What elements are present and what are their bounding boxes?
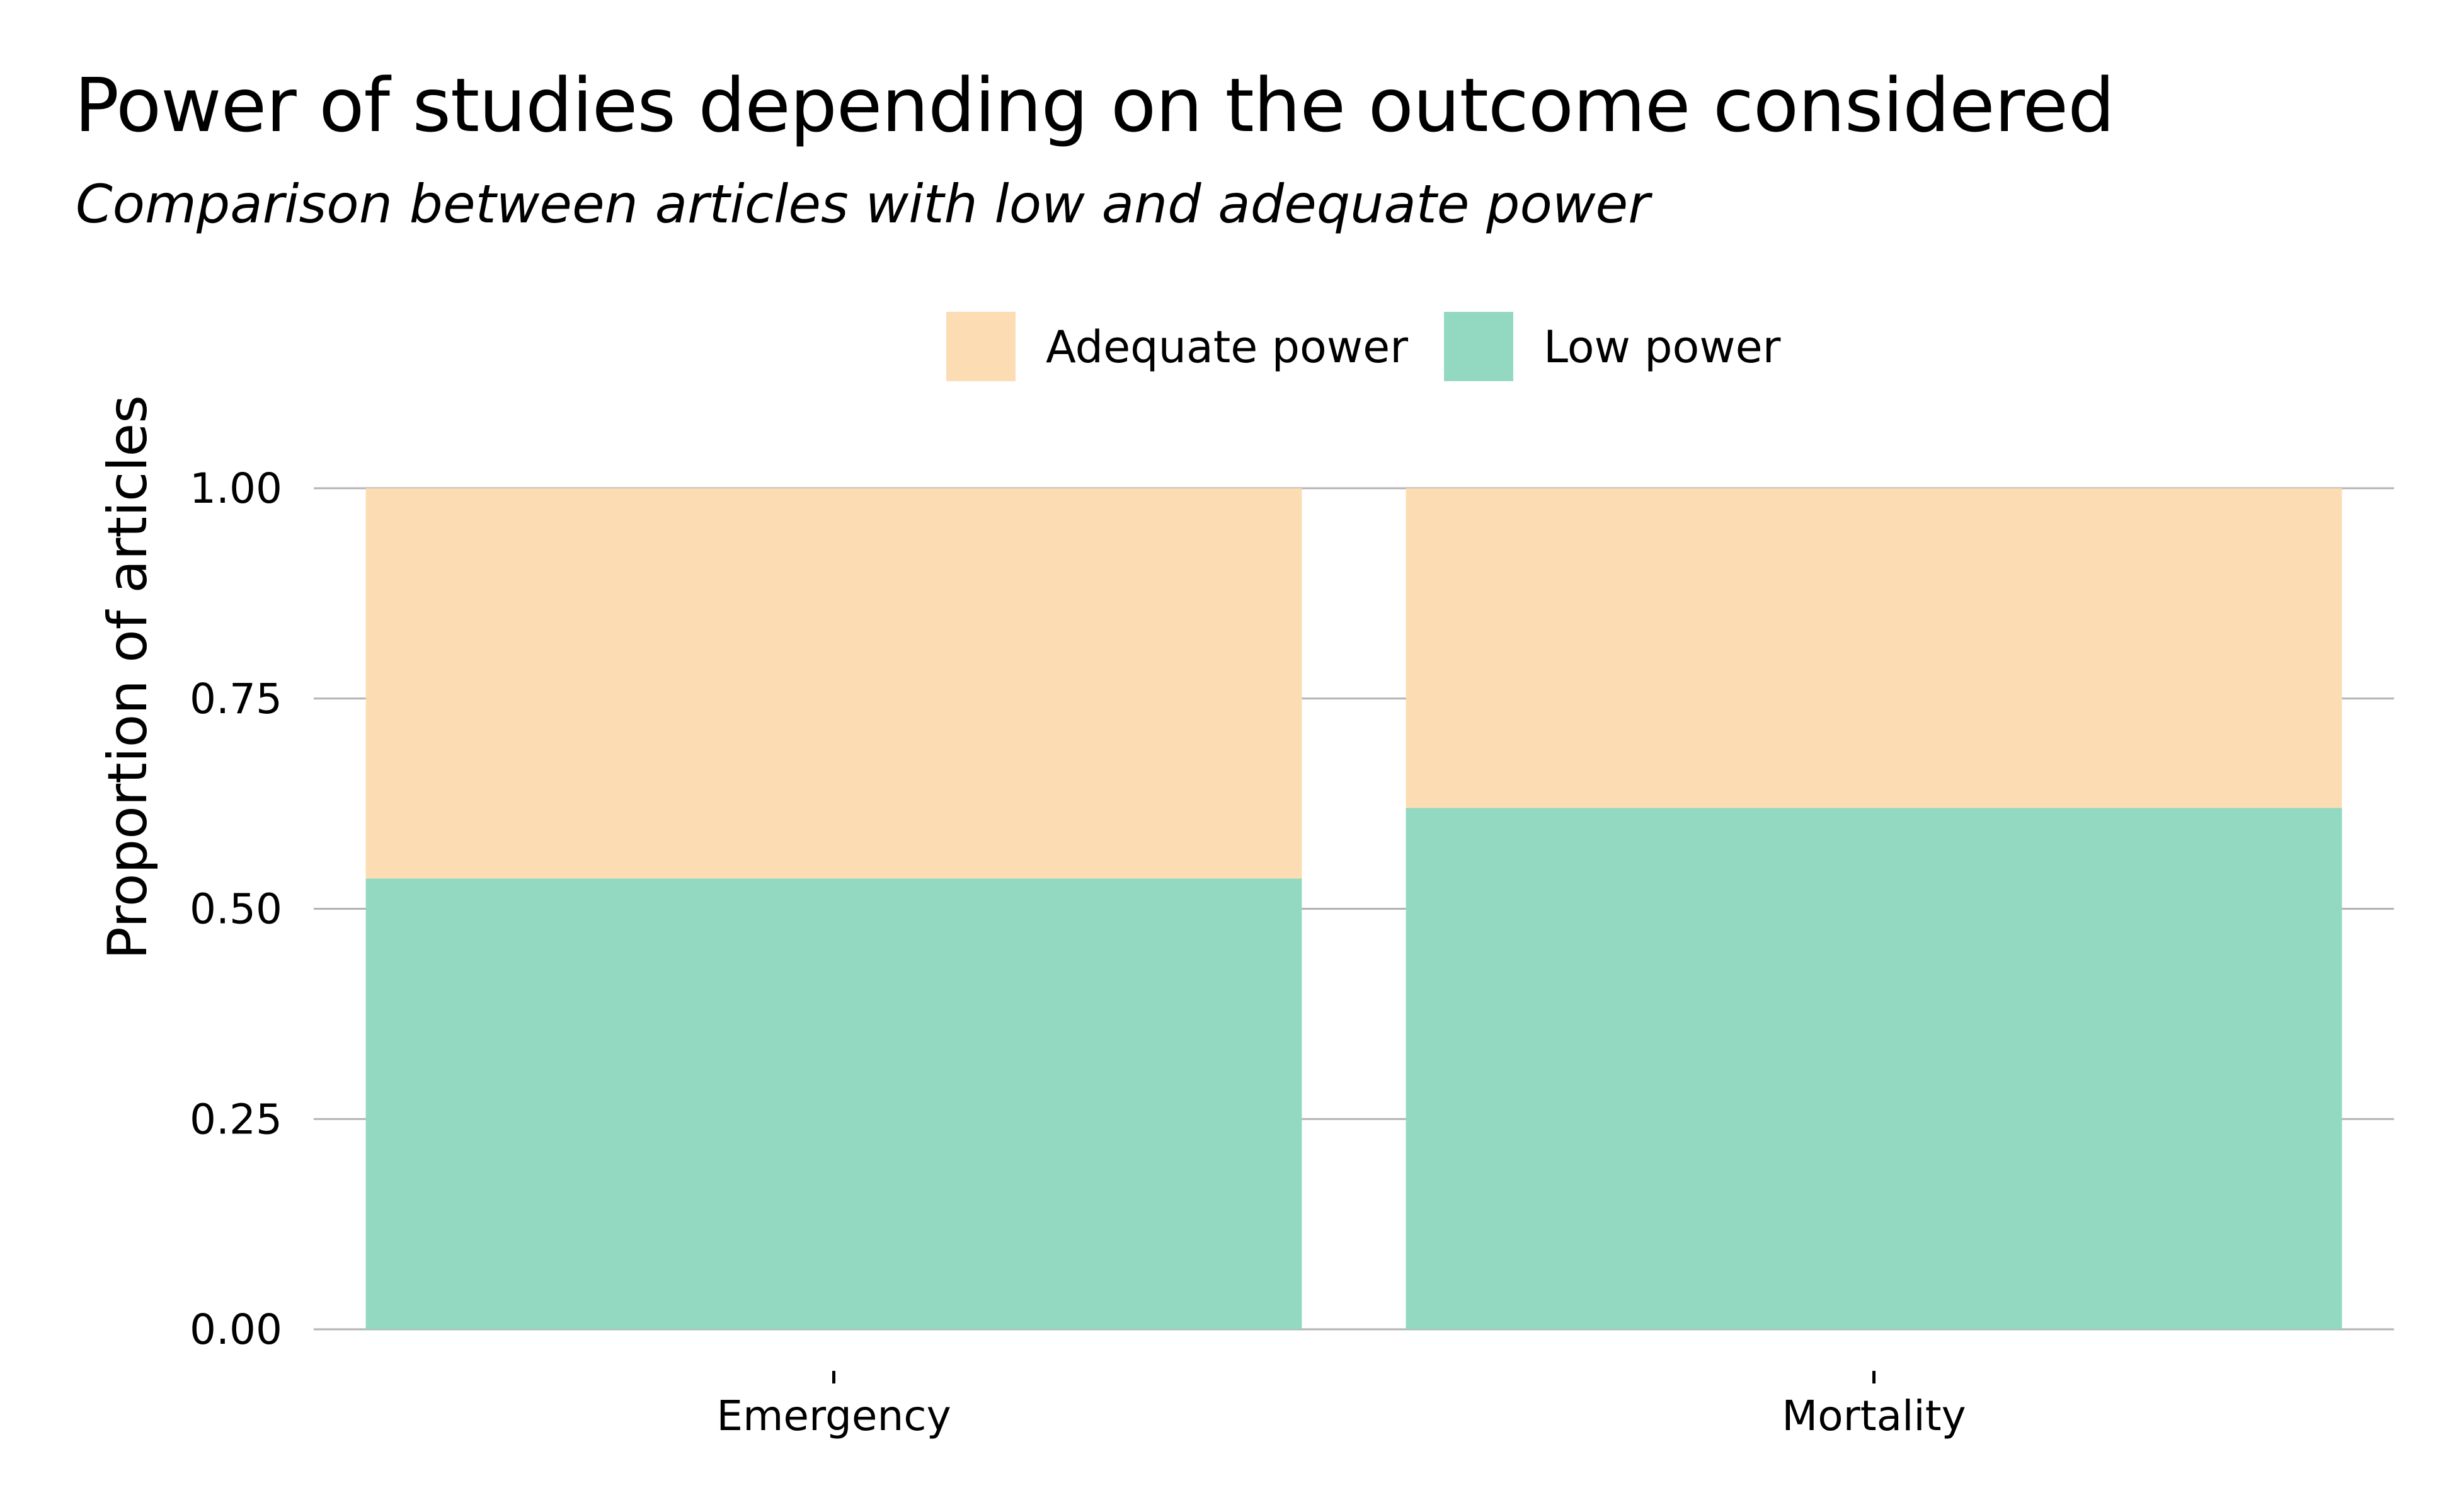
bar-emergency-adequate-power — [365, 488, 1302, 879]
y-tick-label: 1.00 — [190, 464, 282, 513]
x-tick-label: Emergency — [716, 1392, 951, 1440]
x-axis: Emergency Mortality — [716, 1371, 1966, 1440]
bars — [365, 488, 2342, 1329]
bar-mortality-adequate-power — [1406, 488, 2342, 808]
legend-key-adequate-power — [946, 312, 1016, 381]
y-axis: 0.00 0.25 0.50 0.75 1.00 — [190, 464, 282, 1354]
chart-title: Power of studies depending on the outcom… — [74, 62, 2115, 149]
x-tick-label: Mortality — [1782, 1392, 1966, 1440]
bar-mortality-low-power — [1406, 808, 2342, 1329]
bar-emergency-low-power — [365, 878, 1302, 1329]
y-tick-label: 0.50 — [190, 885, 282, 934]
y-tick-label: 0.75 — [190, 675, 282, 723]
legend: Adequate power Low power — [946, 312, 1781, 381]
y-tick-label: 0.25 — [190, 1095, 282, 1143]
legend-label: Adequate power — [1046, 321, 1408, 373]
y-axis-title: Proportion of articles — [96, 395, 159, 959]
legend-label: Low power — [1544, 321, 1781, 373]
chart-subtitle: Comparison between articles with low and… — [76, 173, 1650, 235]
y-tick-label: 0.00 — [190, 1305, 282, 1354]
legend-key-low-power — [1444, 312, 1513, 381]
